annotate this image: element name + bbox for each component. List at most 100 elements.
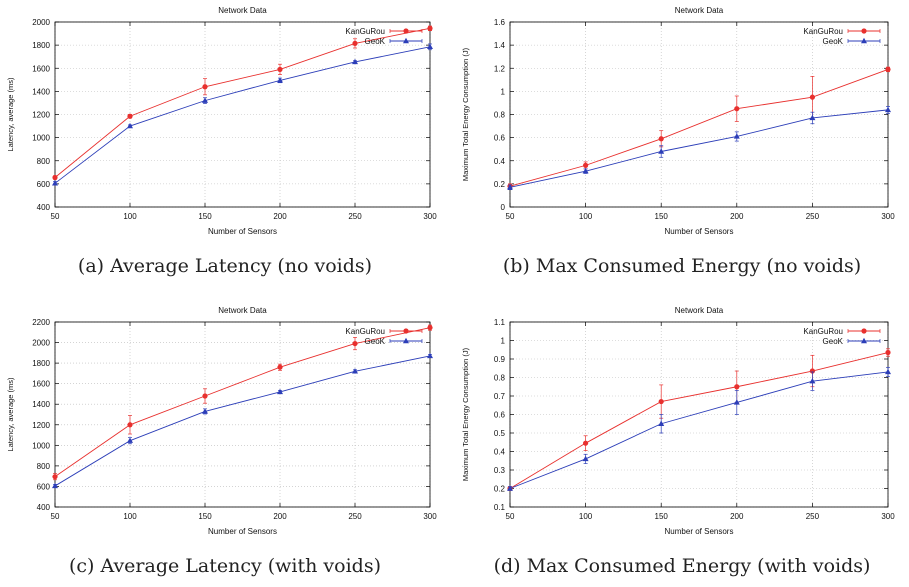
- x-axis-label: Number of Sensors: [208, 227, 277, 236]
- y-axis-label: Maximum Total Energy Consumption (J): [461, 47, 470, 181]
- y-tick-label: 0.1: [494, 503, 506, 512]
- chart-svg-d: 0.1 0.2 0.3 0.4 0.5 0.6 0.7 0.8 0.9 1 1.1 50 100 150 2…: [461, 306, 895, 536]
- x-tick-label: 250: [348, 512, 362, 521]
- data-point-kanguro: [658, 136, 664, 142]
- y-tick-label: 400: [37, 203, 51, 212]
- x-tick-label: 250: [806, 212, 820, 221]
- legend-marker-geok: [861, 337, 867, 344]
- x-tick-label: 100: [123, 512, 137, 521]
- x-tick-label: 300: [881, 212, 895, 221]
- y-tick-label: 0.2: [494, 180, 506, 189]
- y-tick-label: 400: [37, 503, 51, 512]
- series-line-kanguro: [509, 68, 889, 187]
- series-line-geok: [509, 371, 889, 489]
- data-point-kanguro: [52, 474, 58, 480]
- data-point-geok: [52, 180, 58, 186]
- x-axis-label: Number of Sensors: [208, 527, 277, 536]
- data-point-geok: [52, 482, 58, 489]
- data-point-geok: [733, 133, 740, 139]
- y-tick-label: 1400: [32, 87, 50, 96]
- y-tick-label: 0.8: [494, 374, 506, 383]
- plot-frame: [509, 321, 889, 508]
- x-tick-label: 200: [273, 512, 287, 521]
- x-tick-label: 300: [881, 512, 895, 521]
- chart-panel-c: 400 600 800 1000 1200 1400 1600 1800 2000 2200 50 1…: [0, 297, 450, 587]
- legend-label-kanguro: KanGuRou: [345, 27, 385, 36]
- chart-title: Network Data: [675, 306, 724, 315]
- y-axis-label: Latency, average (ms): [6, 77, 15, 152]
- y-tick-label: 1000: [32, 441, 50, 450]
- data-point-kanguro: [277, 66, 283, 73]
- data-point-kanguro: [427, 25, 433, 31]
- series-line-kanguro: [509, 352, 889, 489]
- x-tick-label: 200: [273, 212, 287, 221]
- y-tick-label: 600: [37, 482, 51, 491]
- x-tick-label: 300: [423, 212, 437, 221]
- x-tick-label: 300: [423, 512, 437, 521]
- data-point-kanguro: [352, 340, 358, 347]
- x-tick-label: 200: [730, 212, 744, 221]
- data-point-kanguro: [885, 349, 891, 356]
- y-tick-label: 0.2: [494, 485, 506, 494]
- data-point-kanguro: [52, 174, 58, 181]
- data-point-geok: [202, 408, 208, 414]
- legend-marker-geok: [861, 37, 867, 44]
- y-tick-label: 0.6: [494, 411, 506, 420]
- data-point-geok: [582, 455, 589, 462]
- data-point-kanguro: [277, 364, 283, 370]
- data-point-kanguro: [809, 368, 815, 374]
- chart-panel-a: 400 600 800 1000 1200 1400 1600 1800 2000 50 100 15…: [0, 0, 450, 293]
- y-tick-label: 0.5: [494, 429, 506, 438]
- data-point-geok: [658, 420, 665, 426]
- chart-title: Network Data: [218, 6, 267, 15]
- y-axis-label: Maximum Total Energy Consumption (J): [461, 347, 470, 481]
- x-tick-label: 150: [655, 212, 669, 221]
- data-point-geok: [582, 167, 589, 174]
- data-point-geok: [277, 388, 283, 395]
- chart-panel-b: 0 0.2 0.4 0.6 0.8 1 1.2 1.4 1.6 50 100 150 200 250 300…: [455, 0, 909, 293]
- y-tick-label: 1800: [32, 41, 50, 50]
- series-line-geok: [509, 109, 889, 188]
- y-tick-label: 1600: [32, 64, 50, 73]
- plot-frame: [509, 21, 889, 208]
- y-tick-label: 1.2: [494, 64, 506, 73]
- caption-d: (d) Max Consumed Energy (with voids): [493, 555, 871, 577]
- y-tick-label: 1400: [32, 400, 50, 409]
- data-point-kanguro: [583, 162, 589, 168]
- y-tick-label: 1200: [32, 421, 50, 430]
- data-point-kanguro: [658, 398, 664, 405]
- x-axis-label: Number of Sensors: [665, 227, 734, 236]
- x-tick-label: 50: [506, 512, 515, 521]
- y-tick-label: 2000: [32, 339, 50, 348]
- caption-c: (c) Average Latency (with voids): [68, 555, 381, 577]
- data-point-kanguro: [127, 113, 133, 119]
- chart-title: Network Data: [218, 306, 267, 315]
- legend-label-geok: GeoK: [823, 337, 844, 346]
- x-tick-label: 150: [655, 512, 669, 521]
- data-point-geok: [127, 122, 133, 129]
- y-tick-label: 1.4: [494, 41, 506, 50]
- legend-marker-kanguro: [861, 28, 867, 34]
- data-point-kanguro: [734, 384, 740, 390]
- y-tick-label: 1800: [32, 359, 50, 368]
- x-tick-label: 250: [806, 512, 820, 521]
- y-tick-label: 600: [37, 180, 51, 189]
- legend-label-kanguro: KanGuRou: [803, 327, 843, 336]
- data-point-kanguro: [427, 325, 433, 331]
- legend-marker-kanguro: [403, 328, 409, 334]
- data-point-geok: [885, 368, 891, 375]
- legend-label-geok: GeoK: [365, 37, 386, 46]
- plot-frame: [54, 321, 431, 508]
- data-point-geok: [809, 114, 816, 121]
- data-point-kanguro: [202, 393, 208, 399]
- x-tick-label: 250: [348, 212, 362, 221]
- data-point-geok: [277, 77, 283, 83]
- y-tick-label: 0.8: [494, 111, 506, 120]
- series-line-kanguro: [54, 327, 431, 478]
- x-axis-label: Number of Sensors: [665, 527, 734, 536]
- data-point-kanguro: [583, 440, 589, 446]
- data-point-geok: [733, 399, 740, 405]
- y-tick-label: 0.4: [494, 157, 506, 166]
- y-tick-label: 0.7: [494, 392, 506, 401]
- y-tick-label: 0.6: [494, 134, 506, 143]
